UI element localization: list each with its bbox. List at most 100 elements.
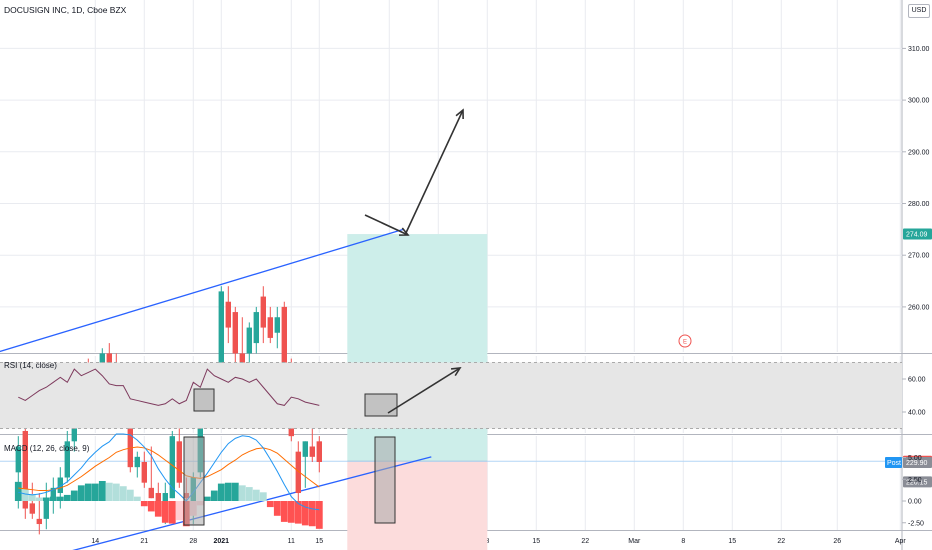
macd-hist-bar: [42, 497, 50, 501]
macd-hist-bar: [161, 501, 169, 523]
macd-hist-bar: [133, 496, 141, 501]
macd-annotation-box: [183, 436, 205, 526]
projection-arrow-down-head: [398, 227, 410, 236]
macd-hist-bar: [259, 492, 267, 501]
price-label: 226.15: [906, 479, 928, 486]
candle-body: [253, 312, 259, 344]
candle-body: [155, 493, 161, 509]
macd-hist-bar: [210, 490, 218, 501]
candle-body: [169, 436, 175, 499]
candle-body: [22, 430, 28, 509]
macd-hist-bar: [119, 486, 127, 501]
candle-body: [295, 451, 301, 494]
candle-body: [225, 301, 231, 328]
macd-hist-bar: [301, 501, 309, 526]
rsi-line: [18, 368, 320, 406]
macd-hist-bar: [49, 496, 57, 501]
macd-hist-bar: [308, 501, 316, 527]
macd-hist-bar: [28, 494, 36, 501]
y-tick-label: 280.00: [908, 201, 930, 208]
candle-body: [141, 462, 147, 483]
y-tick-label: 300.00: [908, 98, 930, 105]
macd-hist-bar: [56, 496, 64, 501]
y-tick-label: 270.00: [908, 253, 930, 260]
candle-body: [281, 306, 287, 395]
macd-title: MACD (12, 26, close, 9): [4, 444, 90, 453]
candle-body: [176, 441, 182, 483]
macd-hist-bar: [294, 501, 302, 524]
x-tick-label: 26: [833, 538, 841, 545]
candle-body: [64, 441, 70, 478]
candle-body: [134, 456, 140, 468]
macd-hist-bar: [63, 494, 71, 501]
macd-annotation-box: [374, 436, 396, 524]
candle-body: [309, 446, 315, 457]
rsi-annotation-box: [193, 388, 215, 412]
candle-body: [246, 327, 252, 354]
rsi-y-tick-label: 60.00: [908, 377, 926, 384]
macd-hist-bar: [91, 483, 99, 501]
macd-hist-bar: [168, 501, 176, 524]
macd-hist-bar: [252, 489, 260, 501]
macd-hist-bar: [35, 497, 43, 501]
macd-hist-bar: [77, 485, 85, 501]
candle-body: [316, 441, 322, 462]
macd-hist-bar: [287, 501, 295, 523]
x-tick-label: 8: [681, 538, 685, 545]
macd-y-tick-label: 2.50: [908, 477, 922, 484]
x-tick-label: 15: [728, 538, 736, 545]
rsi-projection-arrow: [387, 367, 461, 414]
candle-body: [267, 317, 273, 338]
y-tick-label: 260.00: [908, 304, 930, 311]
macd-hist-bar: [70, 490, 78, 501]
macd-hist-bar: [112, 483, 120, 501]
candle-body: [43, 498, 49, 519]
rsi-projection-arrow-head: [450, 367, 462, 377]
x-tick-label: 28: [189, 538, 197, 545]
x-tick-label: 15: [315, 538, 323, 545]
macd-y-tick-label: 5.00: [908, 455, 922, 462]
loss-zone: [347, 461, 488, 550]
x-tick-label: Apr: [895, 538, 907, 545]
currency-badge[interactable]: USD: [908, 4, 930, 18]
macd-y-tick-label: 0.00: [908, 499, 922, 506]
candle-body: [50, 487, 56, 499]
rsi-band: [0, 362, 902, 429]
macd-hist-bar: [126, 489, 134, 501]
projection-arrow-up-head: [455, 108, 464, 120]
price-label: 274.09: [906, 232, 928, 239]
x-tick-label: 14: [91, 538, 99, 545]
post-label-bg: [885, 457, 902, 469]
candle-body: [148, 487, 154, 499]
macd-hist-bar: [140, 501, 148, 507]
macd-hist-bar: [147, 501, 155, 512]
x-tick-label: 2021: [214, 538, 230, 545]
macd-hist-bar: [315, 501, 323, 529]
projection-arrow-up: [404, 109, 464, 236]
projection-arrow-down: [364, 214, 409, 236]
macd-hist-bar: [21, 488, 29, 501]
earnings-icon: [678, 334, 692, 348]
macd-y-tick-label: -2.50: [908, 520, 924, 527]
rsi-y-tick-label: 40.00: [908, 410, 926, 417]
price-label-bg: [903, 457, 932, 469]
macd-hist-bar: [245, 487, 253, 501]
macd-signal-line: [18, 446, 320, 492]
x-tick-label: 22: [581, 538, 589, 545]
x-tick-label: 21: [140, 538, 148, 545]
candle-body: [162, 493, 168, 504]
x-tick-label: Mar: [628, 538, 641, 545]
rsi-annotation-box: [364, 393, 398, 417]
macd-hist-bar: [105, 482, 113, 501]
y-tick-label: 290.00: [908, 149, 930, 156]
candle-body: [274, 317, 280, 333]
candle-body: [99, 353, 105, 369]
price-label-bg: [903, 476, 932, 488]
macd-hist-bar: [98, 480, 106, 501]
macd-hist-bar: [266, 501, 274, 508]
macd-hist-bar: [273, 501, 281, 516]
candle-body: [260, 296, 266, 328]
macd-hist-bar: [84, 483, 92, 501]
post-label: Post: [887, 460, 901, 467]
